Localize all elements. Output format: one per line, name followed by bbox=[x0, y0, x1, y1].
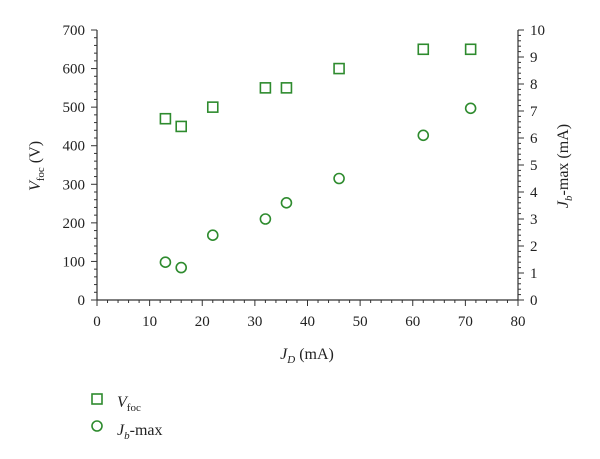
vfoc-point bbox=[159, 112, 172, 125]
x-tick-label: 80 bbox=[511, 314, 526, 330]
y-left-tick-label: 0 bbox=[78, 293, 86, 309]
y-axis-left-label: Vfoc (V) bbox=[27, 141, 47, 191]
y-right-tick-label: 10 bbox=[530, 23, 545, 39]
y-right-tick-label: 7 bbox=[530, 104, 538, 120]
jbmax-point bbox=[206, 229, 219, 241]
jbmax-point bbox=[280, 197, 293, 209]
jbmax-point bbox=[464, 102, 477, 115]
y-left-tick-label: 500 bbox=[63, 100, 86, 116]
vfoc-point bbox=[417, 43, 430, 56]
legend-marker-vfoc bbox=[91, 393, 103, 405]
y-right-tick-label: 3 bbox=[530, 212, 538, 228]
x-tick-label: 40 bbox=[300, 314, 315, 330]
y-right-tick-label: 2 bbox=[530, 239, 538, 255]
y-left-tick-label: 400 bbox=[63, 139, 86, 155]
vfoc-point bbox=[259, 82, 272, 94]
x-tick-label: 20 bbox=[195, 314, 210, 330]
jbmax-point bbox=[259, 213, 272, 225]
x-tick-label: 30 bbox=[247, 314, 262, 330]
vfoc-point bbox=[206, 101, 219, 113]
y-left-tick-label: 100 bbox=[63, 254, 86, 270]
y-left-tick-label: 700 bbox=[63, 23, 86, 39]
x-axis-label: JD (mA) bbox=[280, 346, 334, 366]
data-marks bbox=[159, 43, 477, 274]
y-right-tick-label: 0 bbox=[530, 293, 538, 309]
y-left-tick-label: 600 bbox=[63, 62, 86, 78]
ticks: 0 10 20 30 40 50 60 70 8001002003004005006007000… bbox=[63, 23, 546, 330]
y-right-tick-label: 5 bbox=[530, 158, 538, 174]
legend-marker-jbmax bbox=[91, 420, 103, 432]
vfoc-point bbox=[464, 43, 477, 56]
vfoc-point bbox=[280, 82, 293, 94]
legend-label-jbmax: Jb-max bbox=[117, 422, 162, 442]
y-left-tick-label: 200 bbox=[63, 216, 86, 232]
x-tick-label: 0 bbox=[93, 314, 101, 330]
x-tick-label: 60 bbox=[405, 314, 420, 330]
jbmax-point bbox=[175, 261, 187, 274]
legend: Vfoc Jb-max bbox=[91, 393, 162, 442]
y-right-tick-label: 6 bbox=[530, 131, 538, 147]
y-right-tick-label: 4 bbox=[530, 185, 538, 201]
jbmax-point bbox=[333, 172, 345, 185]
axes bbox=[96, 30, 519, 301]
x-tick-label: 10 bbox=[142, 314, 157, 330]
vfoc-point bbox=[333, 62, 345, 75]
jbmax-point bbox=[159, 256, 172, 269]
y-axis-right-label: Jb-max (mA) bbox=[555, 124, 575, 208]
vfoc-point bbox=[175, 120, 187, 133]
y-right-tick-label: 1 bbox=[530, 266, 538, 282]
y-left-tick-label: 300 bbox=[63, 177, 86, 193]
y-right-tick-label: 8 bbox=[530, 77, 538, 93]
x-tick-label: 70 bbox=[458, 314, 473, 330]
y-right-tick-label: 9 bbox=[530, 50, 538, 66]
x-tick-label: 50 bbox=[353, 314, 368, 330]
jbmax-point bbox=[417, 129, 430, 142]
legend-label-vfoc: Vfoc bbox=[117, 394, 141, 414]
